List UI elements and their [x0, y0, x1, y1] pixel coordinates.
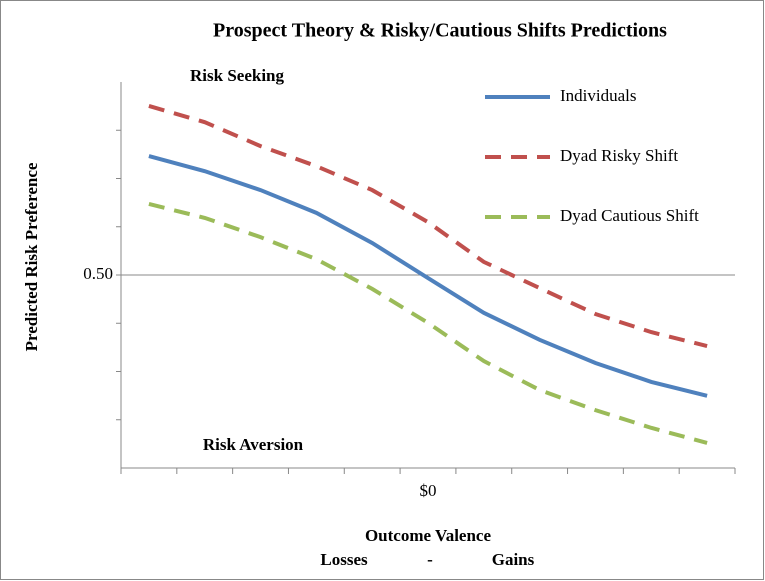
- x-sublabel: -: [427, 550, 433, 569]
- annotation: Risk Seeking: [190, 66, 284, 85]
- legend-label: Individuals: [560, 86, 637, 105]
- y-tick-label: 0.50: [83, 264, 113, 283]
- x-sublabel: Losses: [320, 550, 368, 569]
- x-tick-label: $0: [420, 481, 437, 500]
- series-line: [148, 154, 708, 398]
- legend-label: Dyad Cautious Shift: [560, 206, 699, 225]
- x-axis-label: Outcome Valence: [365, 526, 492, 545]
- chart-title: Prospect Theory & Risky/Cautious Shifts …: [213, 20, 667, 42]
- annotation: Risk Aversion: [203, 435, 304, 454]
- legend-label: Dyad Risky Shift: [560, 146, 678, 165]
- y-axis-label: Predicted Risk Preference: [22, 162, 41, 351]
- x-sublabel: Gains: [492, 550, 535, 569]
